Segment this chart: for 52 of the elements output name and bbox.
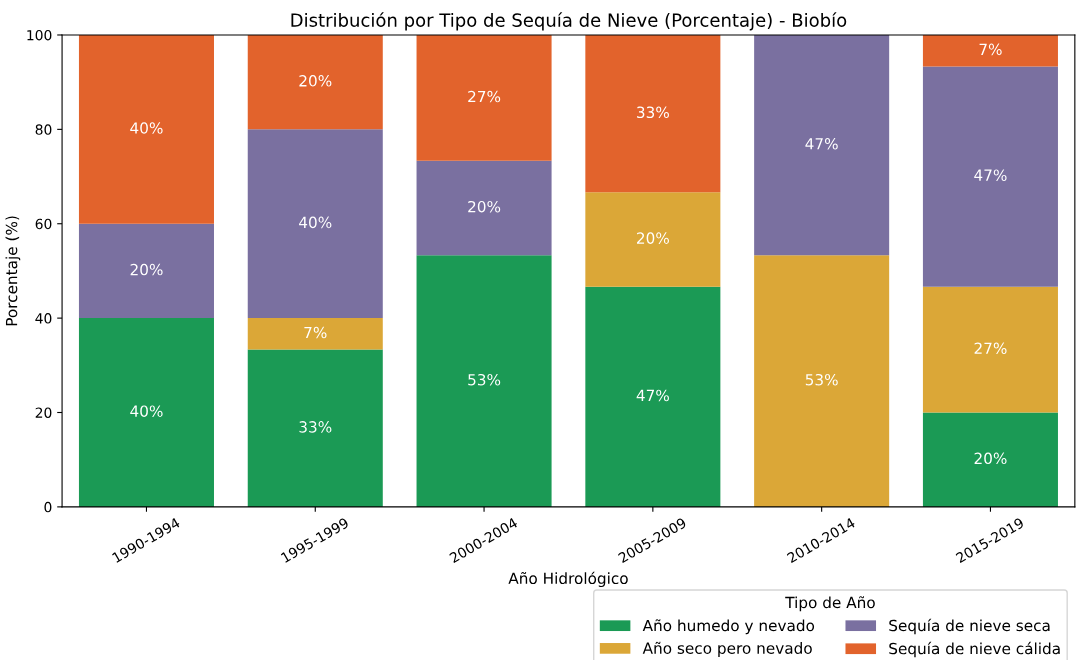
data-label: 27%: [468, 90, 501, 103]
data-label: 20%: [974, 452, 1007, 465]
bar: [78, 34, 214, 224]
bar: [247, 129, 383, 319]
y-tick-label: 60: [35, 218, 52, 230]
data-label: 7%: [304, 326, 327, 339]
legend-label: Sequía de nieve cálida: [889, 641, 1060, 658]
y-tick-label: 40: [35, 313, 52, 324]
data-label: 33%: [637, 106, 669, 119]
data-label: 20%: [637, 232, 669, 244]
bar: [247, 318, 383, 350]
data-label: 20%: [130, 263, 163, 276]
y-tick-label: 100: [27, 29, 52, 41]
y-tick-label: 20: [35, 407, 52, 418]
bar: [754, 34, 890, 256]
legend-label: Año seco pero nevado: [642, 641, 812, 657]
bar: [247, 349, 383, 507]
bar: [416, 34, 552, 161]
bar: [416, 255, 552, 507]
data-label: 47%: [636, 389, 669, 402]
bar: [922, 412, 1058, 507]
data-label: 40%: [299, 216, 332, 229]
y-tick-label: 0: [44, 501, 52, 513]
data-label: 53%: [468, 373, 501, 386]
data-label: 7%: [979, 43, 1002, 56]
data-label: 47%: [974, 169, 1007, 181]
legend-label: Año humedo y nevado: [642, 619, 815, 635]
bar: [585, 286, 721, 507]
data-label: 47%: [805, 137, 838, 150]
bar: [585, 34, 721, 193]
bar: [78, 318, 214, 507]
bar: [922, 34, 1058, 67]
legend-label: Sequía de nieve seca: [889, 618, 1050, 635]
bar: [922, 286, 1058, 413]
y-tick-label: 80: [35, 124, 52, 135]
data-label: 20%: [468, 200, 501, 213]
bar: [247, 34, 383, 130]
data-label: 33%: [299, 421, 332, 433]
data-label: 40%: [130, 122, 163, 134]
bar: [754, 255, 890, 507]
bar: [78, 223, 214, 319]
chart-title: Distribución por Tipo de Sequía de Nieve (Porcentaje) - Biobío: [291, 12, 847, 31]
x-axis-title: Año Hidrológico: [508, 571, 628, 588]
bar: [585, 192, 721, 287]
y-axis-title: Porcentaje (%): [5, 216, 21, 326]
bar: [922, 66, 1058, 287]
legend-title: Tipo de Año: [785, 596, 875, 612]
bar: [416, 160, 552, 256]
data-label: 53%: [805, 373, 838, 386]
data-label: 20%: [299, 75, 332, 87]
data-label: 40%: [130, 405, 163, 417]
data-label: 27%: [974, 342, 1007, 355]
